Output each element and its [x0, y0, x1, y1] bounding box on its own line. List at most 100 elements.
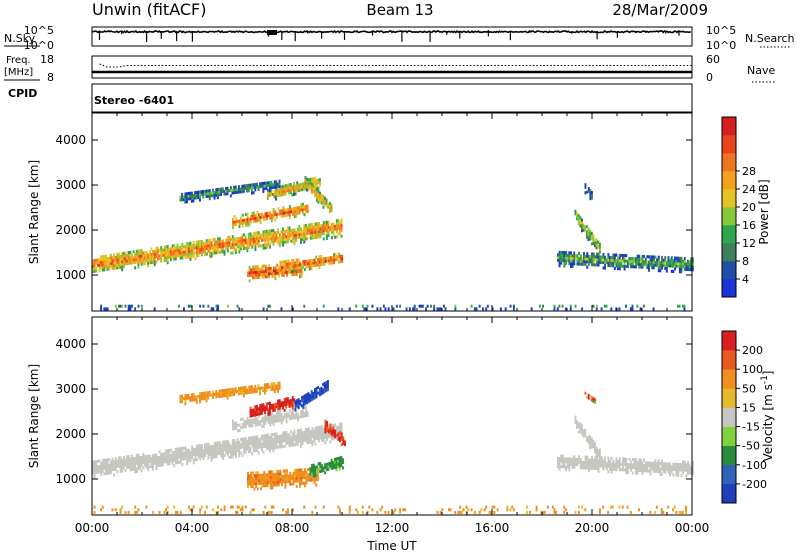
power-cell — [259, 221, 262, 225]
power-cell — [178, 251, 181, 255]
velocity-cell — [615, 462, 618, 466]
power-cell — [690, 262, 693, 266]
power-cell — [204, 250, 207, 254]
velocity-cell — [670, 465, 673, 469]
power-cell — [283, 232, 286, 236]
power-cell — [220, 250, 223, 254]
power-cell — [186, 242, 189, 246]
velocity-cell — [267, 510, 270, 514]
power-cell — [261, 238, 263, 242]
power-cell — [248, 268, 251, 272]
power-cell — [218, 190, 221, 194]
velocity-cell — [221, 389, 224, 393]
velocity-cell — [235, 452, 237, 456]
power-cell — [226, 235, 229, 239]
power-cell — [196, 243, 198, 247]
velocity-cell — [282, 415, 285, 419]
velocity-cell — [610, 470, 613, 474]
velocity-cell — [126, 460, 129, 464]
velocity-cell — [218, 449, 221, 453]
velocity-cell — [326, 429, 329, 432]
velocity-cell — [589, 395, 592, 398]
velocity-cell — [677, 473, 680, 477]
power-cell — [322, 221, 325, 225]
power-cell — [303, 237, 306, 241]
power-cell — [285, 229, 288, 233]
power-cell — [626, 262, 629, 266]
power-cell — [225, 244, 228, 248]
power-cell — [299, 188, 302, 192]
power-cell — [454, 307, 457, 311]
velocity-cell — [231, 387, 234, 391]
power-cell — [670, 259, 673, 263]
power-cell — [251, 265, 254, 269]
velocity-cell — [292, 408, 295, 412]
velocity-cell — [669, 470, 672, 474]
velocity-cell — [691, 463, 694, 467]
velocity-cell — [291, 508, 294, 512]
velocity-cell — [247, 471, 249, 475]
power-cell — [129, 250, 132, 254]
power-cell — [275, 192, 278, 196]
power-cell — [270, 193, 273, 197]
velocity-cell — [202, 449, 205, 452]
power-cell — [189, 304, 192, 308]
power-cell — [155, 249, 158, 253]
velocity-cell — [244, 437, 247, 441]
velocity-cell — [316, 478, 319, 482]
power-cell — [246, 249, 249, 253]
velocity-cell — [95, 462, 98, 466]
velocity-cell — [669, 462, 672, 466]
velocity-cell — [255, 387, 258, 391]
power-cell — [270, 237, 273, 241]
power-cell — [153, 249, 156, 253]
velocity-cell — [269, 438, 272, 442]
velocity-cell — [509, 508, 512, 512]
power-cell — [648, 255, 650, 259]
velocity-cell — [613, 462, 616, 466]
velocity-cell — [313, 481, 316, 484]
power-cell — [302, 262, 305, 266]
power-cell — [674, 262, 676, 265]
power-cell — [620, 253, 623, 257]
velocity-cell — [597, 464, 600, 468]
power-cell — [144, 254, 146, 257]
velocity-cell — [170, 456, 172, 460]
power-cell — [197, 193, 200, 197]
power-cell — [235, 220, 238, 224]
velocity-cell — [465, 505, 468, 509]
power-cell — [103, 254, 106, 258]
power-cell — [202, 192, 205, 196]
power-cell — [116, 266, 119, 270]
velocity-cell — [332, 434, 335, 438]
power-cell — [312, 179, 315, 183]
velocity-cell — [233, 441, 236, 445]
power-cell — [181, 253, 184, 257]
velocity-cell — [191, 453, 194, 457]
power-cell — [569, 304, 572, 308]
velocity-cell — [317, 426, 320, 429]
power-cell — [194, 196, 197, 200]
velocity-cell — [166, 505, 169, 509]
power-cell — [183, 250, 185, 254]
velocity-cell — [100, 467, 103, 471]
velocity-cell — [236, 449, 239, 453]
power-cell — [170, 247, 172, 251]
power-cell — [609, 258, 611, 262]
velocity-cell — [340, 456, 343, 460]
velocity-cell — [139, 456, 142, 459]
power-cell — [194, 257, 197, 261]
power-cell — [124, 254, 127, 258]
velocity-cell — [460, 510, 463, 514]
power-cell — [241, 239, 244, 243]
power-cell — [132, 255, 135, 259]
velocity-cell — [105, 464, 107, 467]
power-cell — [196, 240, 198, 244]
velocity-cell — [251, 411, 254, 415]
velocity-cell — [659, 472, 662, 476]
power-cell — [194, 191, 197, 195]
power-cell — [234, 191, 237, 194]
velocity-cell — [609, 462, 611, 466]
velocity-cell — [326, 432, 328, 436]
